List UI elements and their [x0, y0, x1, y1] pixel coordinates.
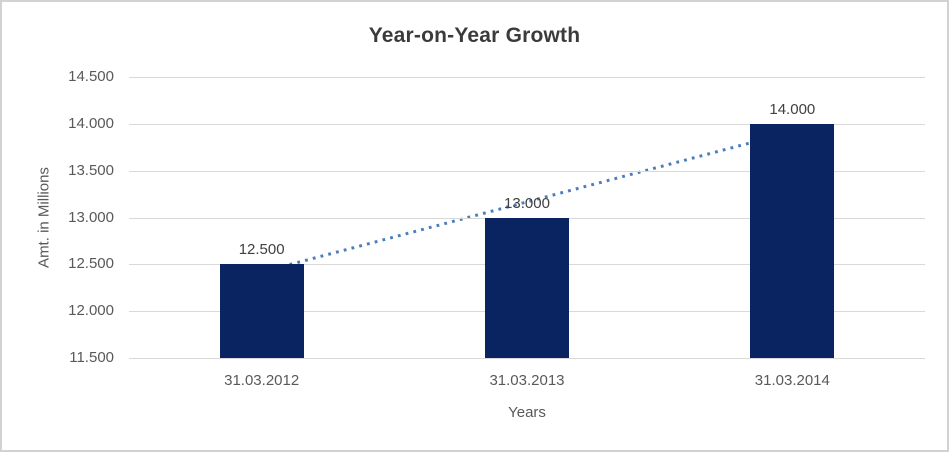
x-tick-label: 31.03.2014	[754, 372, 830, 389]
x-tick-label: 31.03.2013	[489, 372, 565, 389]
chart-title: Year-on-Year Growth	[368, 24, 581, 47]
gridline	[129, 170, 925, 172]
y-tick-label: 13.500	[68, 161, 114, 179]
y-tick-label: 13.000	[68, 208, 114, 226]
y-tick-label: 11.500	[69, 349, 114, 366]
gridline	[129, 358, 925, 359]
gridline	[129, 123, 925, 125]
x-tick-label: 31.03.2012	[224, 372, 300, 389]
bar-31.03.2013	[485, 217, 569, 358]
bar-31.03.2012	[219, 264, 304, 358]
bar-value-label: 13.000	[504, 194, 550, 212]
bar-value-label: 12.500	[238, 241, 285, 259]
gridline	[129, 77, 925, 78]
bar-value-label: 14.000	[769, 100, 816, 118]
y-tick-label: 14.500	[68, 68, 114, 85]
x-axis-title: Years	[508, 404, 546, 421]
y-tick-label: 12.500	[68, 255, 114, 273]
bar-31.03.2014	[750, 123, 835, 358]
y-tick-label: 14.000	[68, 114, 114, 132]
y-tick-label: 12.000	[68, 302, 114, 320]
